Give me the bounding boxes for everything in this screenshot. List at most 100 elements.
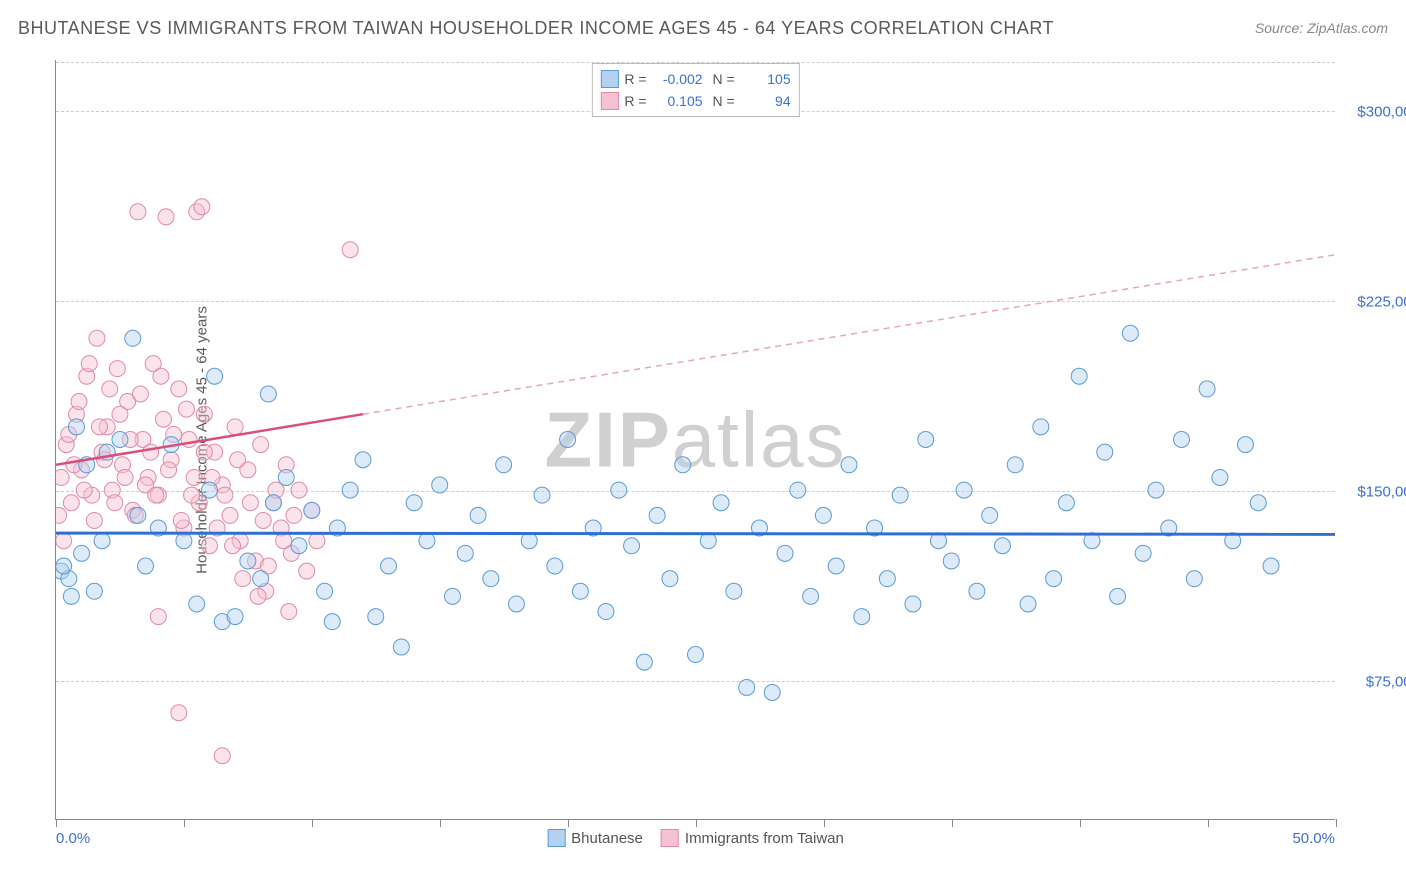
data-point [71, 394, 87, 410]
data-point [150, 609, 166, 625]
data-point [207, 368, 223, 384]
data-point [155, 411, 171, 427]
x-tick [1336, 819, 1337, 827]
data-point [178, 401, 194, 417]
stats-row-series2: R = 0.105 N = 94 [600, 90, 790, 112]
data-point [1186, 571, 1202, 587]
data-point [291, 538, 307, 554]
data-point [419, 533, 435, 549]
x-tick [952, 819, 953, 827]
data-point [291, 482, 307, 498]
data-point [214, 748, 230, 764]
data-point [803, 588, 819, 604]
swatch-series1 [547, 829, 565, 847]
data-point [130, 507, 146, 523]
data-point [109, 361, 125, 377]
data-point [1097, 444, 1113, 460]
legend-item-series1: Bhutanese [547, 829, 643, 847]
data-point [201, 538, 217, 554]
data-point [739, 679, 755, 695]
data-point [253, 437, 269, 453]
data-point [230, 452, 246, 468]
x-max-label: 50.0% [1292, 830, 1335, 847]
data-point [381, 558, 397, 574]
data-point [94, 533, 110, 549]
data-point [278, 469, 294, 485]
data-point [217, 487, 233, 503]
data-point [905, 596, 921, 612]
data-point [317, 583, 333, 599]
data-point [393, 639, 409, 655]
data-point [86, 512, 102, 528]
data-point [227, 419, 243, 435]
data-point [86, 583, 102, 599]
data-point [534, 487, 550, 503]
data-point [1174, 432, 1190, 448]
data-point [276, 533, 292, 549]
data-point [1148, 482, 1164, 498]
data-point [342, 242, 358, 258]
data-point [255, 512, 271, 528]
source-attribution: Source: ZipAtlas.com [1255, 20, 1388, 36]
data-point [368, 609, 384, 625]
data-point [253, 571, 269, 587]
data-point [764, 685, 780, 701]
data-point [521, 533, 537, 549]
data-point [181, 432, 197, 448]
x-tick [1080, 819, 1081, 827]
x-tick [1208, 819, 1209, 827]
data-point [1212, 469, 1228, 485]
data-point [1071, 368, 1087, 384]
data-point [250, 588, 266, 604]
data-point [56, 507, 67, 523]
data-point [547, 558, 563, 574]
data-point [726, 583, 742, 599]
data-point [171, 381, 187, 397]
data-point [173, 512, 189, 528]
x-tick [184, 819, 185, 827]
data-point [1199, 381, 1215, 397]
data-point [76, 482, 92, 498]
data-point [1033, 419, 1049, 435]
x-tick [568, 819, 569, 827]
data-point [1007, 457, 1023, 473]
legend-item-series2: Immigrants from Taiwan [661, 829, 844, 847]
data-point [956, 482, 972, 498]
data-point [56, 469, 69, 485]
data-point [158, 209, 174, 225]
y-tick-label: $150,000 [1340, 483, 1406, 500]
swatch-series1 [600, 70, 618, 88]
data-point [1250, 495, 1266, 511]
data-point [102, 381, 118, 397]
swatch-series2 [661, 829, 679, 847]
data-point [125, 330, 141, 346]
data-point [1122, 325, 1138, 341]
data-point [1046, 571, 1062, 587]
data-point [854, 609, 870, 625]
data-point [63, 495, 79, 511]
data-point [1263, 558, 1279, 574]
data-point [1058, 495, 1074, 511]
data-point [265, 495, 281, 511]
scatter-svg [56, 60, 1335, 819]
data-point [777, 545, 793, 561]
data-point [56, 533, 72, 549]
data-point [470, 507, 486, 523]
data-point [918, 432, 934, 448]
data-point [815, 507, 831, 523]
x-tick [56, 819, 57, 827]
data-point [112, 432, 128, 448]
data-point [286, 507, 302, 523]
data-point [483, 571, 499, 587]
y-tick-label: $225,000 [1340, 293, 1406, 310]
data-point [662, 571, 678, 587]
data-point [432, 477, 448, 493]
x-tick [440, 819, 441, 827]
swatch-series2 [600, 92, 618, 110]
data-point [161, 462, 177, 478]
data-point [299, 563, 315, 579]
data-point [649, 507, 665, 523]
data-point [675, 457, 691, 473]
data-point [107, 495, 123, 511]
y-tick-label: $300,000 [1340, 103, 1406, 120]
